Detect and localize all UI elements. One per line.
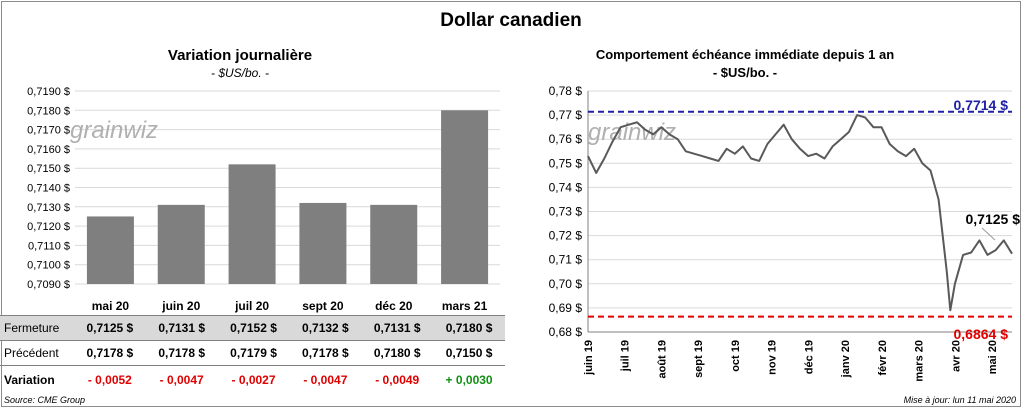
bar-y-tick-label: 0,7110 $ bbox=[28, 240, 70, 252]
bar-x-tick-label: juil 20 bbox=[234, 299, 269, 313]
bar-x-tick-label: juin 20 bbox=[161, 299, 200, 313]
line-x-tick-label: juin 19 bbox=[583, 340, 595, 376]
line-y-tick-label: 0,70 $ bbox=[549, 277, 583, 291]
table-cell: 0,7132 $ bbox=[289, 315, 362, 341]
line-x-tick-label: juil 19 bbox=[620, 340, 632, 372]
line-y-tick-label: 0,69 $ bbox=[549, 301, 583, 315]
watermark-logo: grainwiz bbox=[70, 117, 158, 144]
line-x-tick-label: nov 19 bbox=[767, 340, 779, 375]
line-x-tick-label: oct 19 bbox=[730, 340, 742, 372]
page-title: Dollar canadien bbox=[440, 10, 582, 31]
bar-y-tick-label: 0,7190 $ bbox=[27, 86, 70, 98]
bar-y-tick-label: 0,7170 $ bbox=[27, 125, 70, 137]
bar-chart: 0,7090 $ 0,7100 $ 0,7110 $ 0,7120 $ 0,7130 $… bbox=[27, 86, 500, 313]
line-x-tick-label: mars 20 bbox=[914, 340, 926, 382]
table-cell: 0,7178 $ bbox=[145, 340, 218, 366]
source-note: Source: CME Group bbox=[4, 395, 86, 405]
table-cell: 0,7125 $ bbox=[73, 315, 146, 341]
table-cell: + 0,0030 bbox=[445, 372, 493, 387]
line-x-tick-label: mai 20 bbox=[987, 340, 999, 374]
bar-y-tick-label: 0,7100 $ bbox=[27, 260, 70, 272]
table-cell: - 0,0027 bbox=[231, 372, 276, 387]
line-x-tick-label: avr 20 bbox=[950, 340, 962, 372]
line-y-tick-label: 0,68 $ bbox=[549, 325, 583, 339]
bar bbox=[86, 216, 134, 284]
upper-reference-label: 0,7714 $ bbox=[954, 97, 1009, 113]
table-cell: 0,7180 $ bbox=[433, 315, 505, 341]
bar bbox=[370, 204, 418, 284]
table-cell: 0,7179 $ bbox=[217, 340, 290, 366]
price-series-line bbox=[587, 114, 1013, 312]
line-chart: 0,68 $ 0,69 $ 0,70 $ 0,71 $ 0,72 $ 0,73 $ 0,74… bbox=[549, 84, 1021, 382]
table-row-fermeture: Fermeture 0,7125 $ 0,7131 $ 0,7152 $ 0,7… bbox=[0, 315, 505, 341]
line-y-tick-label: 0,77 $ bbox=[549, 108, 583, 122]
line-y-tick-label: 0,73 $ bbox=[549, 205, 583, 219]
table-cell: - 0,0047 bbox=[303, 372, 348, 387]
table-cell: - 0,0052 bbox=[87, 372, 132, 387]
row-label: Fermeture bbox=[0, 315, 74, 341]
table-cell: 0,7178 $ bbox=[73, 340, 146, 366]
bar-y-tick-label: 0,7180 $ bbox=[27, 105, 70, 117]
bar-x-tick-label: déc 20 bbox=[375, 299, 413, 313]
line-y-tick-label: 0,71 $ bbox=[549, 253, 583, 267]
line-y-tick-label: 0,76 $ bbox=[549, 132, 583, 146]
table-cell: 0,7150 $ bbox=[433, 340, 505, 366]
bar bbox=[228, 164, 276, 284]
line-y-tick-label: 0,78 $ bbox=[549, 84, 583, 98]
bar-y-tick-label: 0,7120 $ bbox=[27, 221, 70, 233]
bar-y-tick-label: 0,7140 $ bbox=[27, 183, 70, 195]
line-x-tick-label: sept 19 bbox=[693, 340, 705, 378]
table-cell: 0,7131 $ bbox=[145, 315, 218, 341]
bar-y-tick-label: 0,7150 $ bbox=[27, 163, 70, 175]
bar-x-tick-label: mars 21 bbox=[442, 299, 488, 313]
last-value-label: 0,7125 $ bbox=[966, 211, 1021, 227]
line-x-tick-label: janv 20 bbox=[840, 340, 852, 378]
row-label: Précédent bbox=[0, 340, 74, 366]
left-chart-subtitle: - $US/bo. - bbox=[210, 66, 270, 80]
line-x-tick-label: févr 20 bbox=[877, 340, 889, 375]
lower-reference-label: 0,6864 $ bbox=[954, 326, 1009, 342]
table-cell: 0,7131 $ bbox=[361, 315, 434, 341]
quotes-table: Fermeture 0,7125 $ 0,7131 $ 0,7152 $ 0,7… bbox=[0, 315, 505, 393]
bar bbox=[299, 202, 347, 284]
table-cell: - 0,0049 bbox=[375, 372, 420, 387]
row-label: Variation bbox=[4, 372, 55, 387]
line-y-tick-label: 0,72 $ bbox=[549, 229, 583, 243]
bar bbox=[157, 204, 205, 284]
bar-x-tick-label: mai 20 bbox=[92, 299, 130, 313]
bar-y-tick-label: 0,7130 $ bbox=[27, 202, 70, 214]
update-note: Mise à jour: lun 11 mai 2020 bbox=[903, 395, 1016, 405]
line-y-tick-label: 0,74 $ bbox=[549, 180, 583, 194]
bar-y-tick-label: 0,7160 $ bbox=[27, 144, 70, 156]
table-cell: 0,7152 $ bbox=[217, 315, 290, 341]
left-chart-title: Variation journalière bbox=[167, 47, 313, 64]
line-x-tick-label: déc 19 bbox=[803, 340, 815, 374]
table-cell: - 0,0047 bbox=[159, 372, 204, 387]
table-cell: 0,7180 $ bbox=[361, 340, 434, 366]
bar-y-tick-label: 0,7090 $ bbox=[27, 279, 70, 291]
line-y-tick-label: 0,75 $ bbox=[549, 156, 583, 170]
last-value-leader bbox=[981, 227, 996, 241]
bar-x-tick-label: sept 20 bbox=[302, 299, 344, 313]
line-x-tick-label: août 19 bbox=[656, 340, 668, 379]
table-cell: 0,7178 $ bbox=[289, 340, 362, 366]
table-row-variation: Variation - 0,0052 - 0,0047 - 0,0027 - 0… bbox=[0, 366, 505, 394]
right-chart-title: Comportement échéance immédiate depuis 1… bbox=[595, 47, 895, 62]
right-chart-subtitle: - $US/bo. - bbox=[712, 65, 778, 80]
table-row-precedent: Précédent 0,7178 $ 0,7178 $ 0,7179 $ 0,7… bbox=[0, 340, 505, 366]
bar bbox=[441, 110, 489, 284]
